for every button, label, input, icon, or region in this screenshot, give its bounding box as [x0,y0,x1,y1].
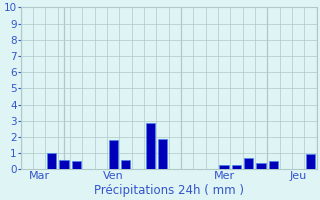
Bar [59,160,68,169]
Bar [158,139,167,169]
Bar [220,165,229,169]
X-axis label: Précipitations 24h ( mm ): Précipitations 24h ( mm ) [94,184,244,197]
Bar [256,163,266,169]
Bar [47,153,56,169]
Bar [108,140,118,169]
Bar [121,160,130,169]
Bar [244,158,253,169]
Bar [306,154,315,169]
Bar [72,161,81,169]
Bar [232,165,241,169]
Bar [269,161,278,169]
Bar [146,123,155,169]
